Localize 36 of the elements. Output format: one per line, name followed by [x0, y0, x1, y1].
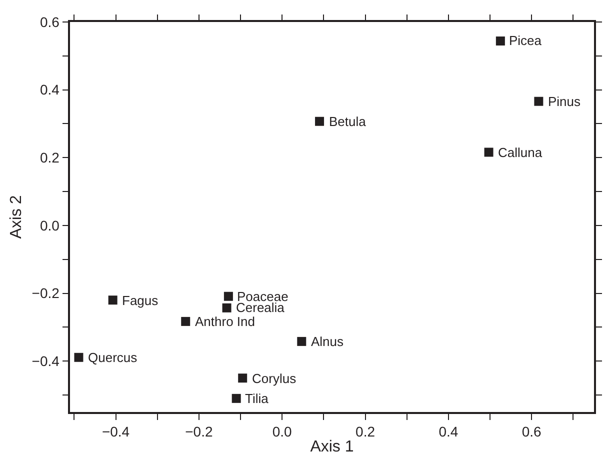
- annotation: Corylus: [252, 371, 297, 386]
- annotation: Picea: [509, 33, 542, 48]
- y-tick-label: −0.4: [32, 353, 60, 370]
- point: [315, 116, 324, 126]
- y-axis-title: Axis 2: [8, 195, 26, 239]
- annotation: Tilia: [245, 391, 270, 406]
- annotation: Calluna: [498, 145, 543, 160]
- point: [484, 148, 494, 157]
- annotation: Pinus: [548, 94, 582, 109]
- point: [496, 36, 505, 46]
- point: [74, 352, 84, 362]
- point: [108, 296, 118, 305]
- y-tick-label: 0.2: [40, 150, 60, 166]
- annotation: Quercus: [88, 350, 138, 365]
- x-tick-label: −0.4: [102, 424, 130, 440]
- x-tick-label: 0.4: [438, 424, 458, 440]
- x-axis-title: Axis 1: [310, 438, 354, 456]
- point: [297, 336, 306, 346]
- x-tick-label: 0.0: [272, 424, 292, 440]
- point: [222, 303, 232, 312]
- point: [238, 374, 248, 383]
- point: [181, 316, 190, 326]
- x-tick-label: 0.2: [356, 424, 376, 440]
- annotation: Betula: [329, 114, 367, 129]
- y-tick-label: 0.0: [40, 217, 60, 234]
- x-tick-label: 0.6: [522, 424, 542, 440]
- point: [224, 292, 233, 301]
- y-tick-label: 0.4: [40, 82, 60, 98]
- y-tick-label: 0.6: [40, 14, 60, 30]
- x-tick-label: −0.2: [185, 424, 213, 440]
- annotation: Anthro Ind: [195, 314, 255, 329]
- annotation: Fagus: [122, 293, 159, 308]
- y-tick-label: −0.2: [32, 285, 60, 302]
- point: [534, 96, 544, 106]
- annotation: Alnus: [311, 334, 344, 349]
- point: [232, 394, 241, 403]
